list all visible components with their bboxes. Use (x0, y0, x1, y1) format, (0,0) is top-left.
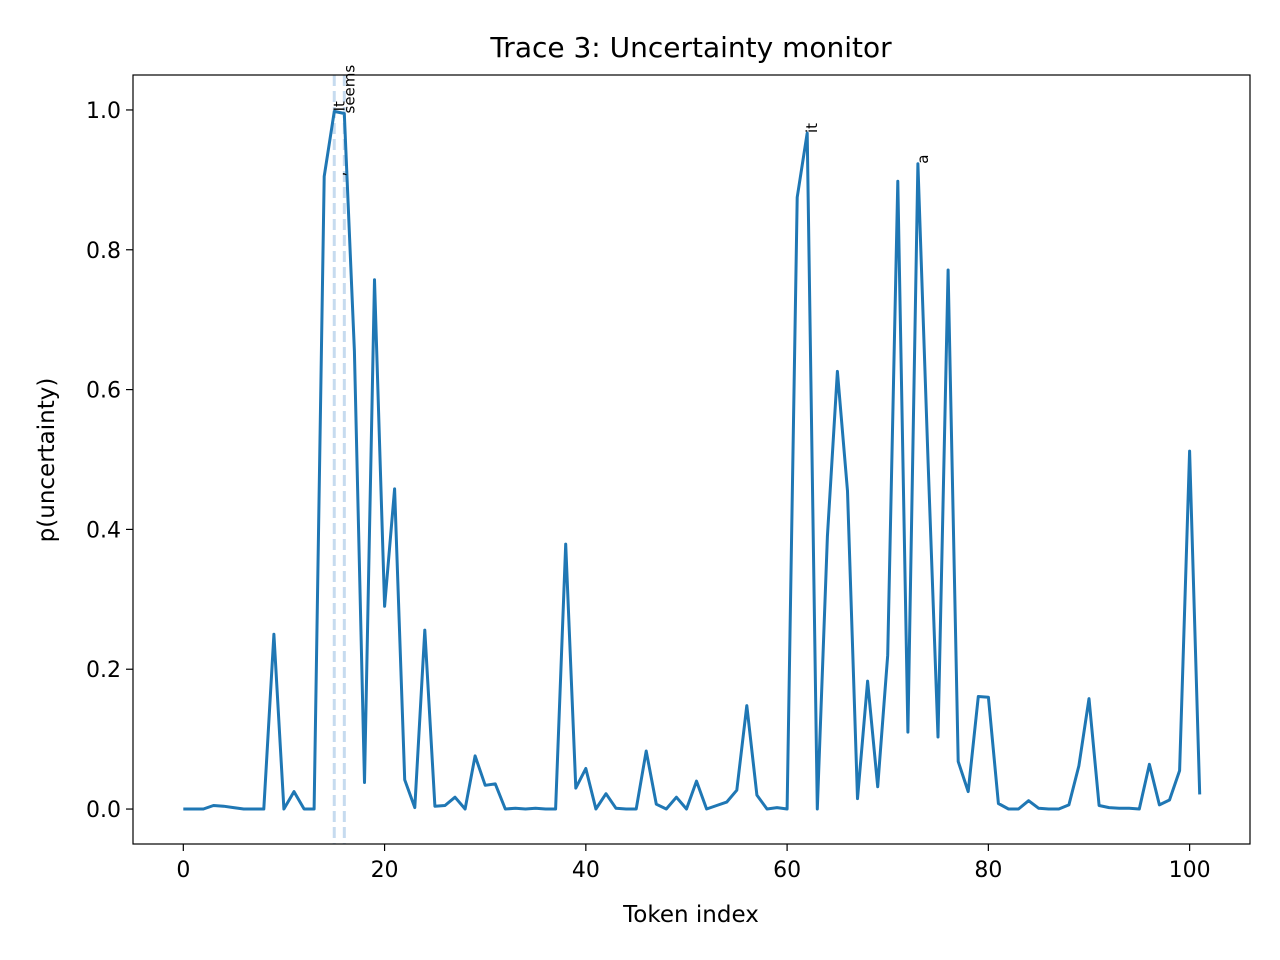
y-tick-label-4: 0.8 (86, 239, 121, 264)
x-tick-label-0: 0 (176, 858, 190, 883)
series-line-0 (183, 109, 1202, 811)
y-tick-label-1: 0.2 (86, 658, 121, 683)
x-tick-label-2: 40 (572, 858, 600, 883)
annotation-1: It (330, 101, 348, 111)
x-tick-label-1: 20 (371, 858, 399, 883)
annotation-4: a (914, 155, 932, 164)
y-axis-label: p(uncertainty) (34, 378, 60, 543)
marker-lines (332, 75, 346, 844)
y-tick-label-5: 1.0 (86, 99, 121, 124)
x-tick-label-3: 60 (773, 858, 801, 883)
annotation-3: it (803, 123, 821, 133)
x-axis-ticks: 0 20 40 60 80 100 (176, 844, 1211, 883)
plot-frame (132, 74, 1251, 845)
y-tick-label-0: 0.0 (86, 798, 121, 823)
chart-title: Trace 3: Uncertainty monitor (489, 31, 892, 64)
x-tick-label-4: 80 (974, 858, 1002, 883)
x-axis-label: Token index (622, 902, 759, 928)
y-tick-label-2: 0.4 (86, 518, 121, 543)
annotation-0: , (330, 172, 348, 177)
x-tick-label-5: 100 (1169, 858, 1211, 883)
y-axis-ticks: 0.0 0.2 0.4 0.6 0.8 1.0 (86, 99, 133, 823)
series-line-layer (183, 109, 1202, 811)
annotation-2: seems (340, 65, 358, 114)
y-tick-label-3: 0.6 (86, 379, 121, 404)
